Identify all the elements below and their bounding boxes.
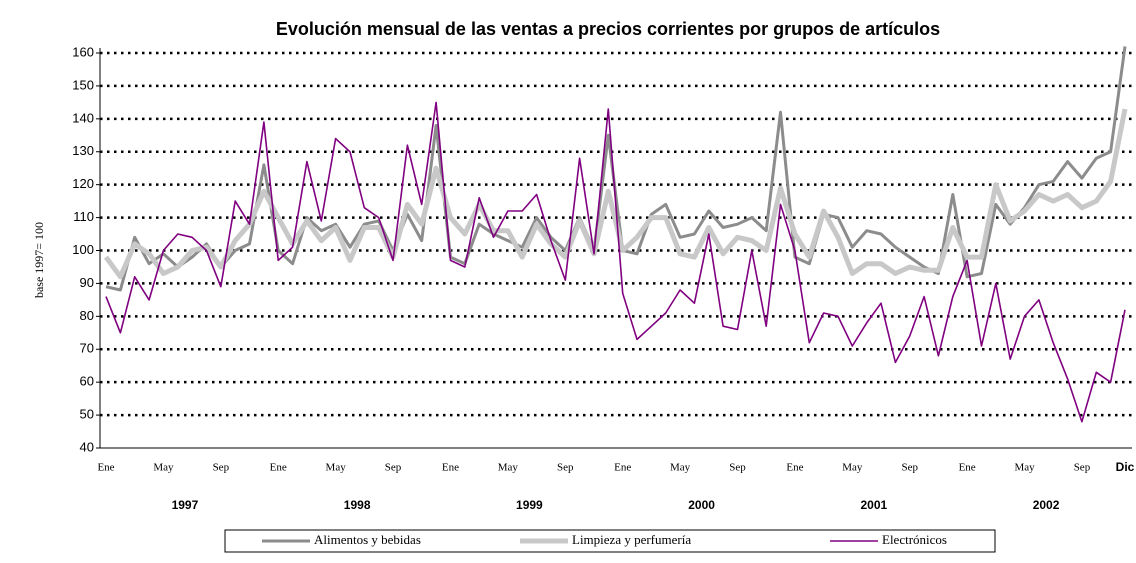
y-tick-label: 150 [72,77,94,92]
year-label: 1999 [516,498,543,512]
y-tick-label: 60 [80,374,94,389]
y-tick-label: 120 [72,176,94,191]
series-line [103,108,1128,280]
y-tick-label: 130 [72,143,94,158]
chart-title: Evolución mensual de las ventas a precio… [276,19,940,39]
y-tick-label: 40 [80,439,94,454]
year-label: 1998 [344,498,371,512]
legend [224,529,996,553]
legend-label: Limpieza y perfumería [572,532,691,547]
x-tick-label: Ene [959,462,976,474]
y-tick-label: 70 [80,341,94,356]
y-tick-label: 100 [72,242,94,257]
x-tick-label: May [326,462,347,474]
year-label: 1997 [172,498,199,512]
x-tick-label: Sep [1074,462,1091,474]
x-tick-label: Sep [729,462,746,474]
x-tick-label: Ene [442,462,459,474]
y-tick-label: 90 [80,275,94,290]
x-tick-label: Ene [97,462,114,474]
series-line [105,101,1126,423]
year-label: 2001 [860,498,887,512]
y-tick-label: 80 [80,308,94,323]
y-tick-label: 110 [73,209,94,224]
x-tick-label: May [153,462,174,474]
x-tick-label: Sep [901,462,918,474]
y-tick-label: 160 [72,44,94,59]
year-label: 2002 [1033,498,1060,512]
y-tick-label: 140 [72,110,94,125]
series-line [105,46,1127,292]
x-tick-label: May [1014,462,1035,474]
x-tick-label: Ene [786,462,803,474]
y-axis-label: base 1997= 100 [32,222,46,298]
year-label: 2000 [688,498,715,512]
x-tick-label: Ene [270,462,287,474]
x-tick-label: Sep [385,462,402,474]
legend-label: Electrónicos [882,532,947,547]
x-tick-label: Dic [1116,460,1135,474]
x-tick-label: Ene [614,462,631,474]
x-tick-label: Sep [557,462,574,474]
x-tick-label: May [670,462,691,474]
legend-label: Alimentos y bebidas [314,532,421,547]
y-tick-label: 50 [80,407,94,422]
x-tick-label: May [498,462,519,474]
x-tick-label: May [842,462,863,474]
x-tick-label: Sep [213,462,230,474]
